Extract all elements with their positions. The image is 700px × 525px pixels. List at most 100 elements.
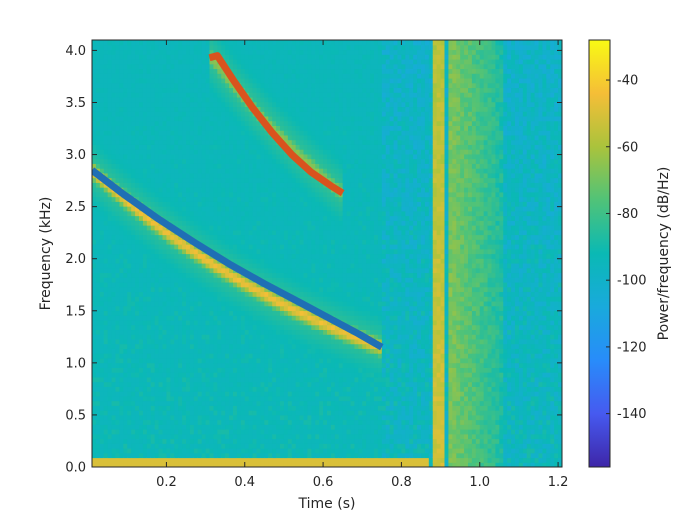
heatmap-cell <box>103 334 109 340</box>
heatmap-cell <box>217 319 222 326</box>
heatmap-cell <box>95 381 101 387</box>
heatmap-cell <box>127 315 132 321</box>
heatmap-cell <box>142 125 148 131</box>
heatmap-cell <box>123 443 128 449</box>
heatmap-cell <box>111 386 117 392</box>
heatmap-cell <box>252 73 258 79</box>
heatmap-cell <box>131 115 136 122</box>
heatmap-cell <box>146 225 152 231</box>
heatmap-cell <box>115 462 121 467</box>
heatmap-cell <box>209 172 215 179</box>
heatmap-cell <box>256 462 262 467</box>
heatmap-cell <box>236 319 242 326</box>
heatmap-cell <box>209 215 215 221</box>
heatmap-cell <box>182 405 187 411</box>
heatmap-cell <box>225 452 230 459</box>
heatmap-cell <box>276 462 281 467</box>
heatmap-cell <box>240 386 246 392</box>
heatmap-cell <box>119 82 124 89</box>
heatmap-cell <box>146 443 152 449</box>
heatmap-cell <box>233 44 238 51</box>
heatmap-cell <box>272 381 277 387</box>
heatmap-cell <box>99 267 105 274</box>
heatmap-cell <box>123 367 128 373</box>
heatmap-cell <box>150 149 156 155</box>
heatmap-cell <box>135 101 140 108</box>
heatmap-cell <box>127 419 132 425</box>
heatmap-cell <box>142 120 148 126</box>
heatmap-cell <box>268 262 273 269</box>
heatmap-cell <box>123 452 128 459</box>
heatmap-cell <box>272 272 277 278</box>
heatmap-cell <box>236 400 242 406</box>
heatmap-cell <box>209 40 215 46</box>
heatmap-cell <box>209 210 215 217</box>
heatmap-cell <box>111 40 117 46</box>
heatmap-cell <box>283 96 289 103</box>
heatmap-cell <box>236 196 242 202</box>
heatmap-cell <box>272 433 277 440</box>
heatmap-cell <box>174 182 179 188</box>
heatmap-cell <box>107 286 113 293</box>
heatmap-cell <box>248 452 254 459</box>
heatmap-cell <box>150 386 156 392</box>
heatmap-cell <box>209 182 215 188</box>
heatmap-cell <box>252 125 258 131</box>
heatmap-cell <box>260 177 265 183</box>
heatmap-cell <box>244 386 250 392</box>
heatmap-cell <box>260 391 265 397</box>
heatmap-cell <box>158 443 164 449</box>
heatmap-cell <box>166 462 171 467</box>
heatmap-cell <box>299 210 305 217</box>
heatmap-cell <box>189 101 195 108</box>
heatmap-cell <box>221 452 226 459</box>
heatmap-cell <box>166 419 171 425</box>
heatmap-cell <box>268 395 273 402</box>
heatmap-cell <box>178 277 183 283</box>
heatmap-cell <box>283 73 289 79</box>
heatmap-cell <box>170 168 175 174</box>
heatmap-cell <box>150 262 156 269</box>
heatmap-cell <box>186 115 191 122</box>
heatmap-cell <box>103 49 109 55</box>
heatmap-cell <box>240 372 246 378</box>
heatmap-cell <box>127 153 132 160</box>
heatmap-cell <box>166 248 171 255</box>
heatmap-cell <box>287 381 293 387</box>
heatmap-cell <box>142 234 148 240</box>
heatmap-cell <box>166 343 171 349</box>
heatmap-cell <box>174 310 179 316</box>
heatmap-cell <box>131 291 136 297</box>
heatmap-cell <box>115 329 121 335</box>
heatmap-cell <box>272 220 277 226</box>
heatmap-cell <box>264 277 269 283</box>
heatmap-cell <box>146 338 152 345</box>
heatmap-cell <box>307 372 312 378</box>
heatmap-cell <box>92 115 97 122</box>
heatmap-cell <box>291 400 297 406</box>
heatmap-cell <box>135 262 140 269</box>
heatmap-cell <box>131 168 136 174</box>
heatmap-cell <box>299 248 305 255</box>
heatmap-cell <box>236 362 242 368</box>
heatmap-cell <box>280 101 285 108</box>
heatmap-cell <box>197 68 203 74</box>
heatmap-cell <box>276 357 281 364</box>
heatmap-cell <box>233 130 238 136</box>
heatmap-cell <box>236 215 242 221</box>
heatmap-cell <box>174 319 179 326</box>
heatmap-cell <box>186 258 191 264</box>
heatmap-cell <box>205 234 211 240</box>
heatmap-cell <box>127 82 132 89</box>
heatmap-cell <box>240 391 246 397</box>
heatmap-cell <box>244 111 250 117</box>
heatmap-cell <box>119 220 124 226</box>
heatmap-cell <box>162 68 168 74</box>
heatmap-cell <box>154 353 160 359</box>
heatmap-cell <box>107 82 113 89</box>
heatmap-cell <box>92 210 97 217</box>
heatmap-cell <box>307 386 312 392</box>
heatmap-cell <box>142 130 148 136</box>
heatmap-cell <box>264 149 269 155</box>
heatmap-cell <box>217 391 222 397</box>
